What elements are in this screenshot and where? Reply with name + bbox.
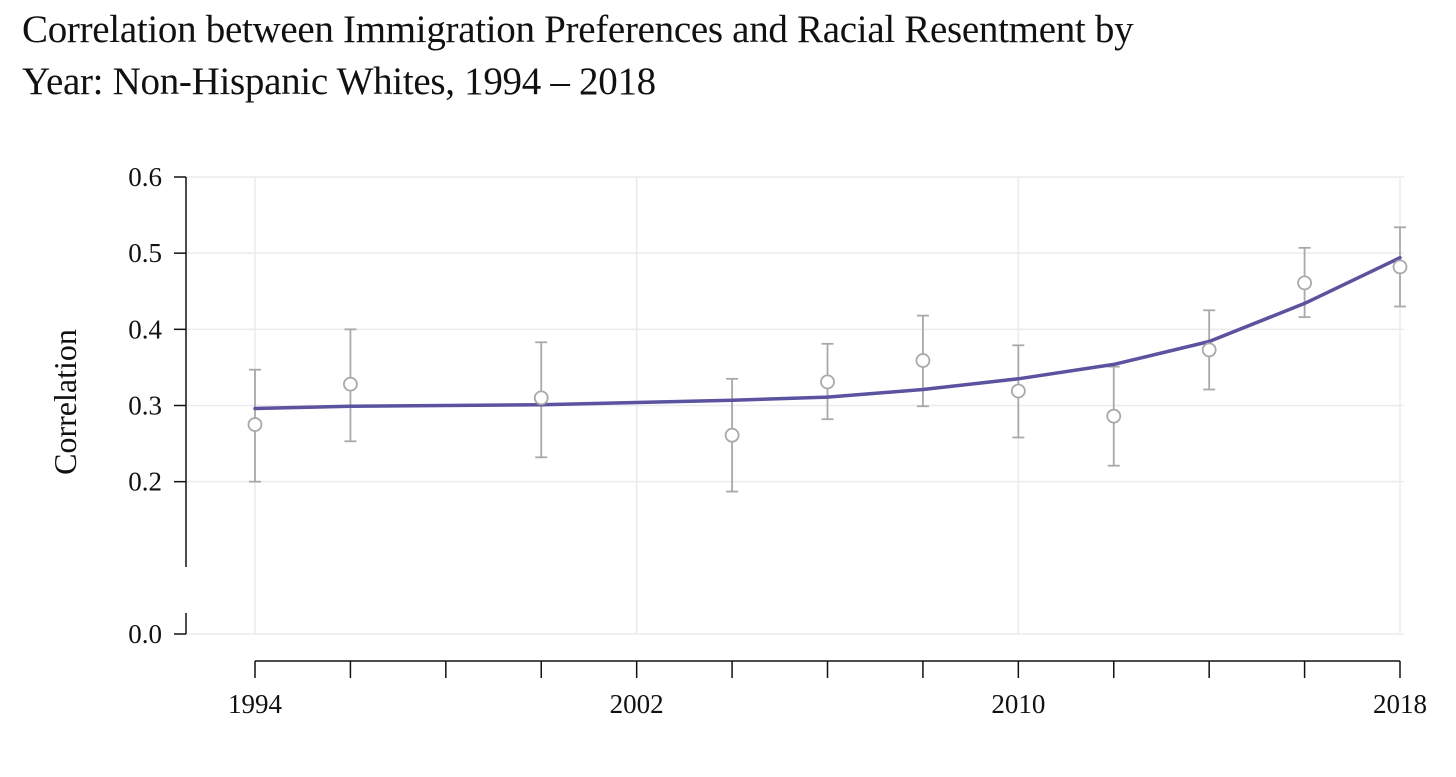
chart-title-line-1: Correlation between Immigration Preferen… (22, 8, 1134, 51)
data-point (915, 353, 931, 368)
y-axis-title: Correlation (47, 329, 83, 475)
error-bars (249, 226, 1406, 493)
x-tick-label: 2018 (1373, 689, 1427, 719)
x-axis: 1994 2002 2010 2018 (228, 660, 1427, 719)
data-point (724, 427, 740, 443)
x-tick-label: 2010 (991, 689, 1045, 719)
x-tick-label: 2002 (610, 689, 664, 719)
data-point (1297, 275, 1312, 291)
data-point (343, 376, 358, 392)
chart-title-line-2: Year: Non-Hispanic Whites, 1994 – 2018 (22, 60, 656, 103)
y-tick-label: 0.5 (128, 238, 162, 268)
data-point (1010, 383, 1026, 399)
trend-line-group (253, 255, 1402, 411)
y-tick-label: 0.6 (128, 162, 162, 192)
y-tick-label: 0.4 (128, 314, 162, 344)
data-point (1392, 259, 1408, 275)
data-point (533, 390, 549, 406)
data-point (1201, 342, 1217, 358)
data-point (820, 374, 835, 390)
y-tick-label: 0.2 (128, 467, 162, 497)
chart-title: Correlation between Immigration Preferen… (22, 4, 1442, 108)
y-axis: 0.0 0.2 0.3 0.4 0.5 0.6 (128, 162, 187, 649)
y-tick-label: 0.0 (128, 619, 162, 649)
data-points (247, 259, 1408, 443)
x-tick-label: 1994 (228, 689, 283, 719)
data-point (1106, 408, 1122, 424)
y-tick-label: 0.3 (128, 391, 162, 421)
data-point (247, 417, 263, 432)
trend-line (253, 255, 1402, 411)
